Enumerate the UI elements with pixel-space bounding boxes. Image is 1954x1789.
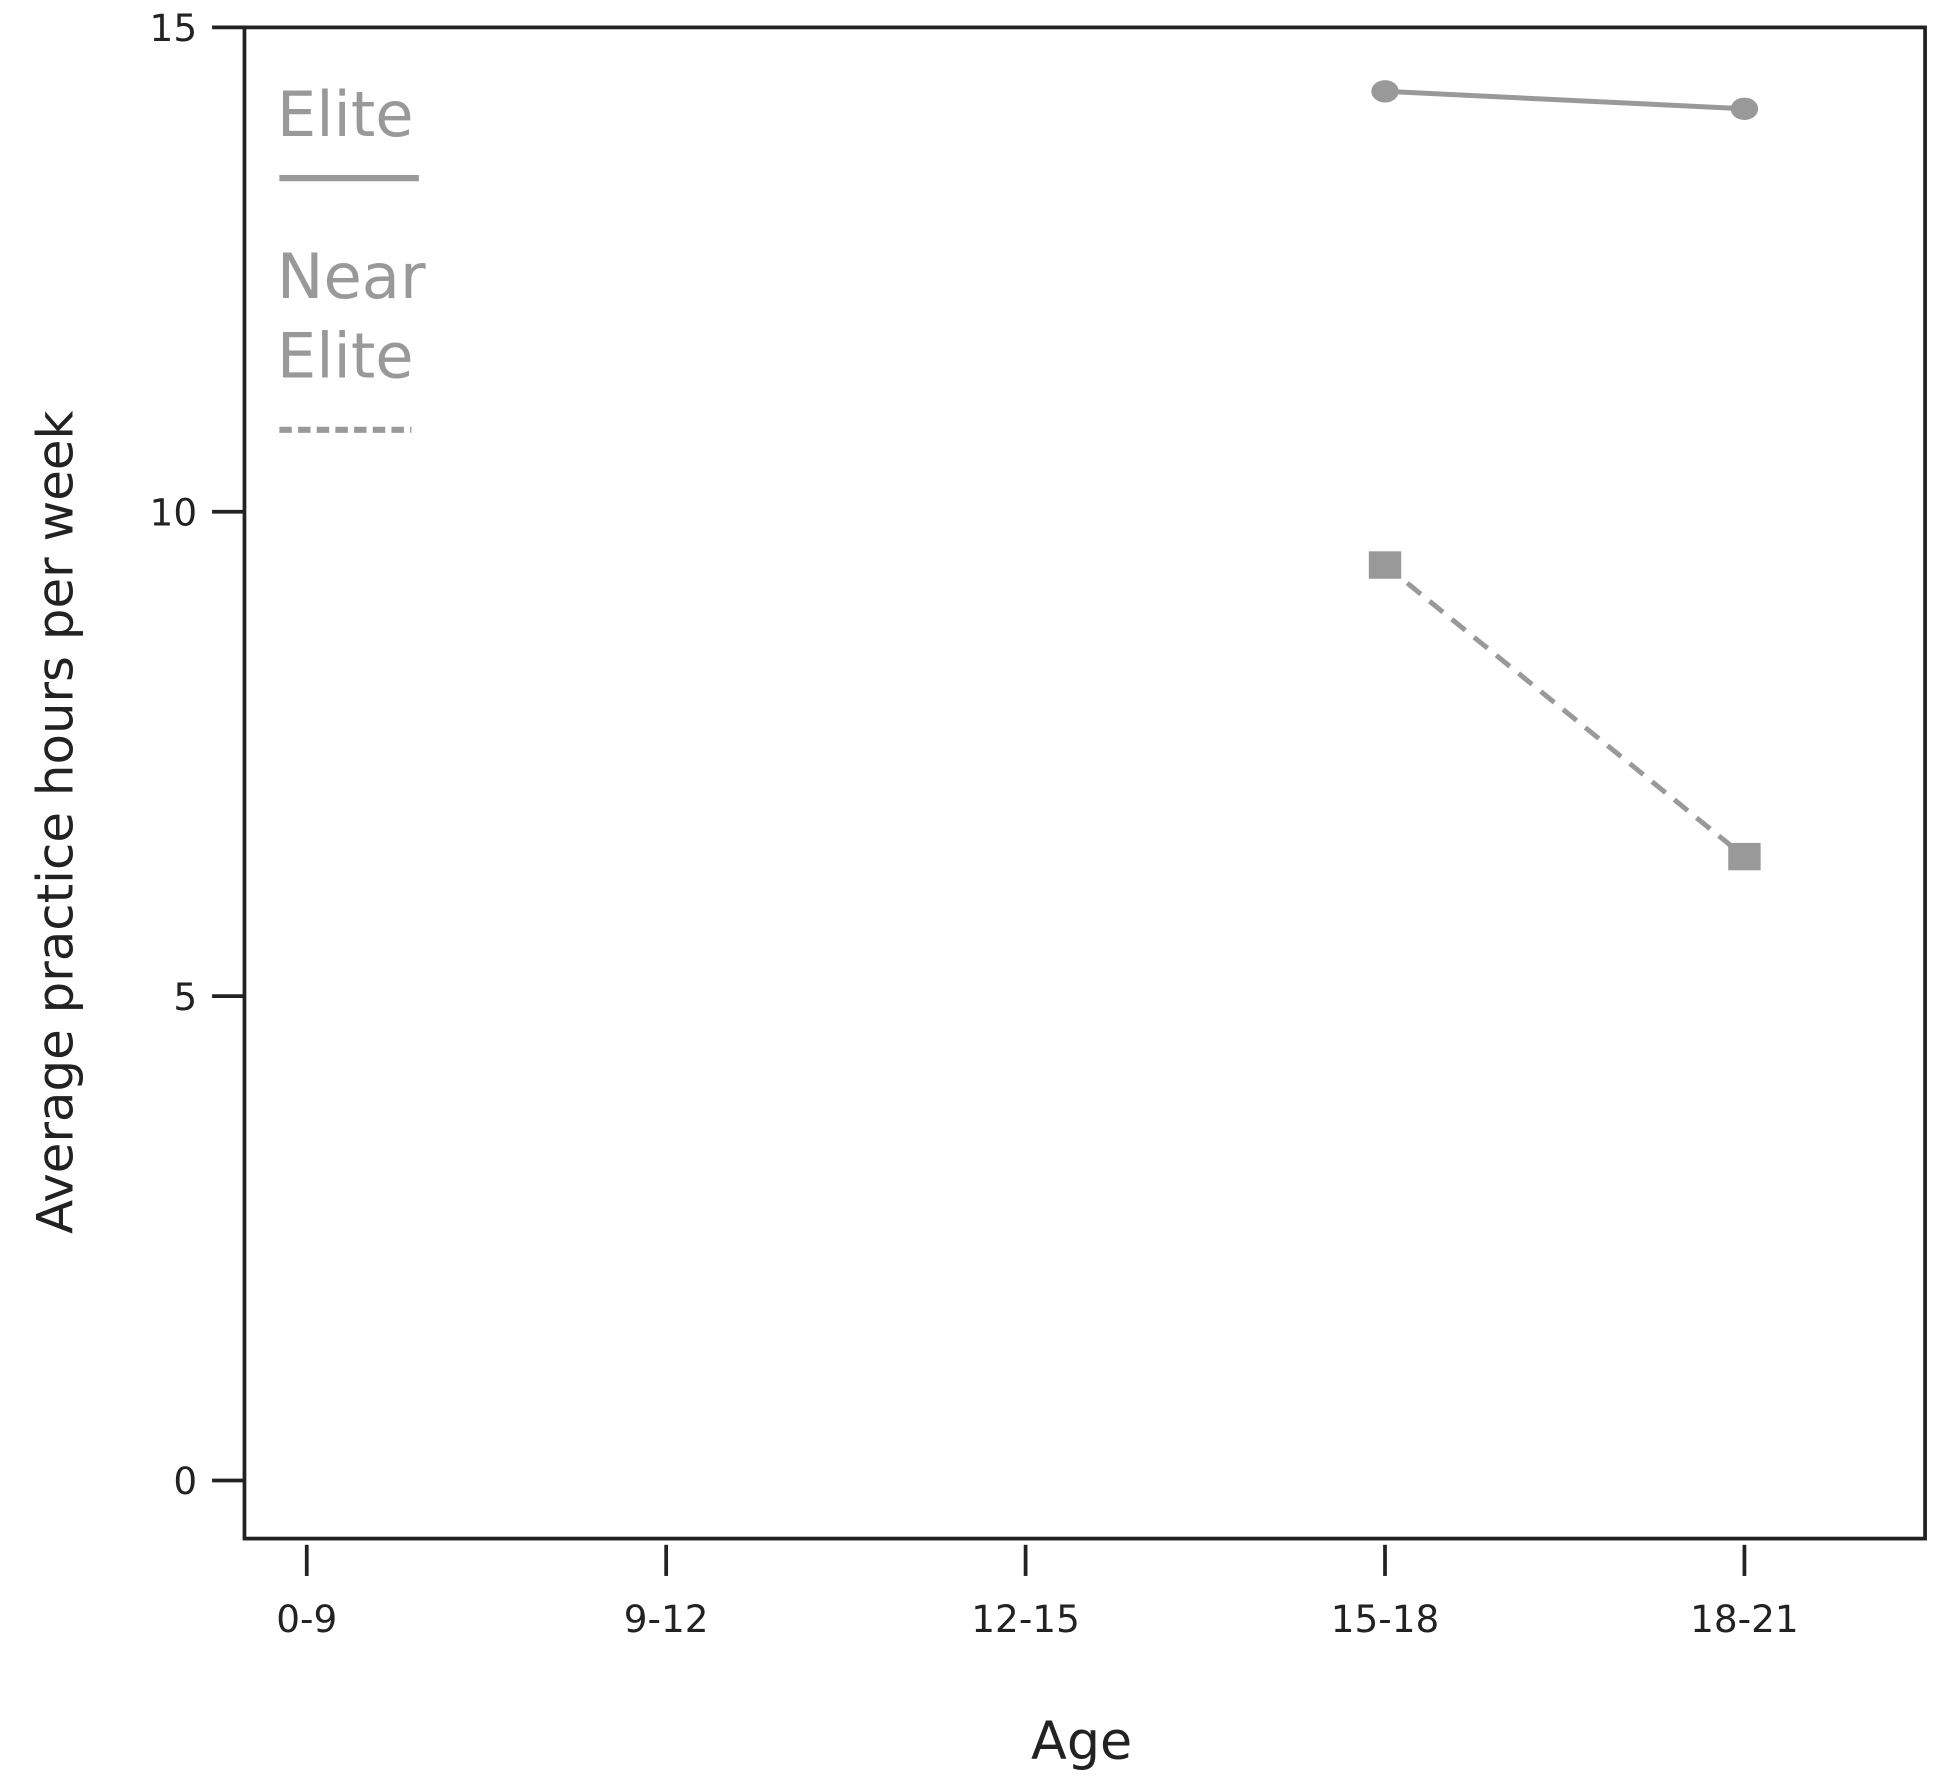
x-tick-label: 18-21 — [1690, 1597, 1799, 1641]
y-axis-title: Average practice hours per week — [27, 410, 85, 1233]
y-tick-label: 5 — [173, 975, 197, 1019]
series-line — [1384, 88, 1745, 112]
y-tick-label: 15 — [150, 6, 198, 50]
series-line — [1383, 563, 1746, 859]
legend-entry: Near Elite — [276, 240, 426, 393]
x-tick-label: 9-12 — [624, 1597, 709, 1641]
x-tick-label: 15-18 — [1331, 1597, 1440, 1641]
y-tick-label: 10 — [150, 490, 198, 534]
point — [1371, 80, 1399, 103]
plot-frame — [242, 25, 1927, 1541]
point — [1730, 97, 1759, 120]
x-axis-title: Age — [1031, 1711, 1132, 1772]
legend-label: Elite — [276, 78, 414, 151]
x-tick-label: 0-9 — [276, 1597, 337, 1641]
x-tick-label: 12-15 — [971, 1597, 1080, 1641]
legend-label: Near Elite — [276, 240, 426, 393]
y-tick-label: 0 — [173, 1459, 197, 1503]
point — [1728, 842, 1761, 871]
legend-entry: Elite — [276, 78, 414, 151]
point — [1368, 551, 1402, 579]
